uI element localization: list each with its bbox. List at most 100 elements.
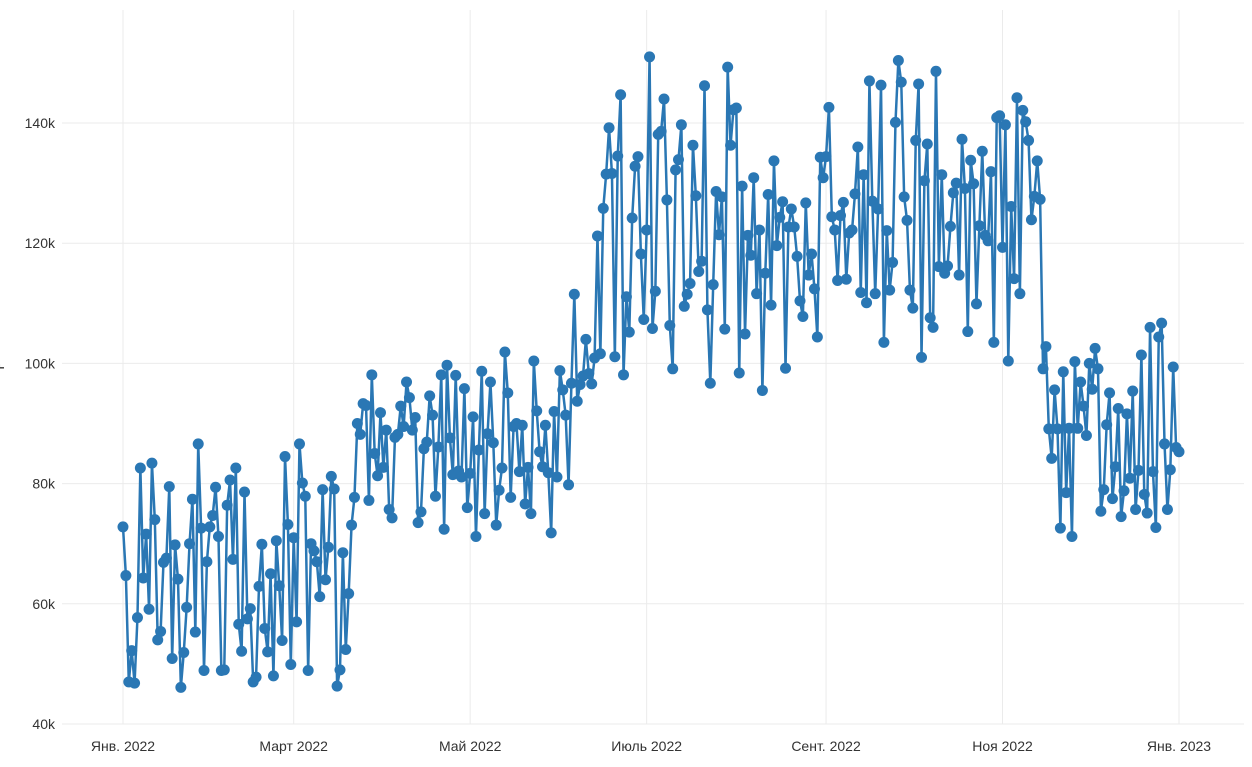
data-point [1008, 273, 1020, 285]
data-point [1115, 511, 1127, 523]
data-point [487, 437, 499, 449]
data-point [898, 191, 910, 203]
data-point [1057, 366, 1069, 378]
data-point [293, 438, 305, 450]
data-point [204, 521, 216, 533]
data-point [374, 407, 386, 419]
data-point [808, 283, 820, 295]
data-point [635, 248, 647, 260]
data-point [458, 383, 470, 395]
data-point [872, 203, 884, 215]
data-point [1112, 402, 1124, 414]
data-point [722, 61, 734, 73]
data-point [320, 574, 332, 586]
data-point [340, 643, 352, 655]
data-point [586, 378, 598, 390]
data-point [609, 351, 621, 363]
data-point [615, 89, 627, 101]
data-point [328, 483, 340, 495]
data-point [942, 260, 954, 272]
data-point [762, 189, 774, 201]
data-point [195, 522, 207, 534]
data-point [1066, 530, 1078, 542]
axes: Р 40k 60k 80k 100k 120k 140k Янв. 2022 Март 202… [0, 115, 1211, 754]
data-point [924, 312, 936, 324]
data-point [331, 680, 343, 692]
data-point [661, 194, 673, 206]
data-point [227, 553, 239, 565]
data-point [849, 188, 861, 200]
data-point [629, 160, 641, 172]
data-point [1092, 363, 1104, 375]
data-point [597, 202, 609, 214]
x-tick-label: Май 2022 [439, 738, 502, 754]
data-point [771, 240, 783, 252]
x-tick-label: Июль 2022 [611, 738, 682, 754]
data-point [1124, 472, 1136, 484]
data-point [230, 462, 242, 474]
data-point [719, 323, 731, 335]
data-point [623, 326, 635, 338]
data-point [658, 93, 670, 105]
data-point [826, 211, 838, 223]
data-point [438, 523, 450, 535]
data-point [887, 256, 899, 268]
data-point [129, 677, 141, 689]
data-point [363, 494, 375, 506]
data-point [806, 248, 818, 260]
data-point [1164, 464, 1176, 476]
data-point [218, 664, 230, 676]
data-point [748, 172, 760, 184]
data-point [583, 368, 595, 380]
data-point [681, 288, 693, 300]
data-point [427, 409, 439, 421]
data-point [846, 224, 858, 236]
data-point [493, 484, 505, 496]
data-point [1023, 134, 1035, 146]
data-point [169, 539, 181, 551]
data-point [557, 384, 569, 396]
data-point [181, 601, 193, 613]
data-point [1037, 363, 1049, 375]
data-point [531, 405, 543, 417]
data-point [143, 603, 155, 615]
data-point [913, 78, 925, 90]
data-point [753, 224, 765, 236]
data-point [791, 250, 803, 262]
y-tick-label: 80k [32, 476, 56, 492]
data-point [267, 670, 279, 682]
data-point [1104, 387, 1116, 399]
data-point [953, 269, 965, 281]
data-point [325, 470, 337, 482]
data-point [803, 269, 815, 281]
data-point [638, 314, 650, 326]
data-point [618, 369, 630, 381]
data-point [835, 210, 846, 222]
data-point [811, 331, 823, 343]
data-point [1025, 214, 1037, 226]
data-point [670, 164, 682, 176]
data-point [403, 392, 415, 404]
data-point [861, 297, 873, 309]
data-point [675, 119, 687, 131]
data-point [184, 538, 196, 550]
data-point [1173, 446, 1185, 458]
data-point [149, 514, 161, 526]
data-point [322, 541, 334, 553]
data-point [965, 154, 977, 166]
data-point [372, 470, 384, 482]
data-point [918, 175, 930, 187]
data-point [800, 197, 812, 209]
data-point [175, 681, 187, 693]
data-point [1031, 155, 1043, 167]
data-point [1095, 505, 1107, 517]
data-point [505, 491, 517, 503]
data-point [473, 444, 485, 456]
data-point [482, 428, 494, 440]
data-point [1101, 419, 1113, 431]
data-point [241, 613, 253, 625]
data-point [166, 652, 178, 664]
data-point [424, 390, 436, 402]
data-point [742, 229, 754, 241]
